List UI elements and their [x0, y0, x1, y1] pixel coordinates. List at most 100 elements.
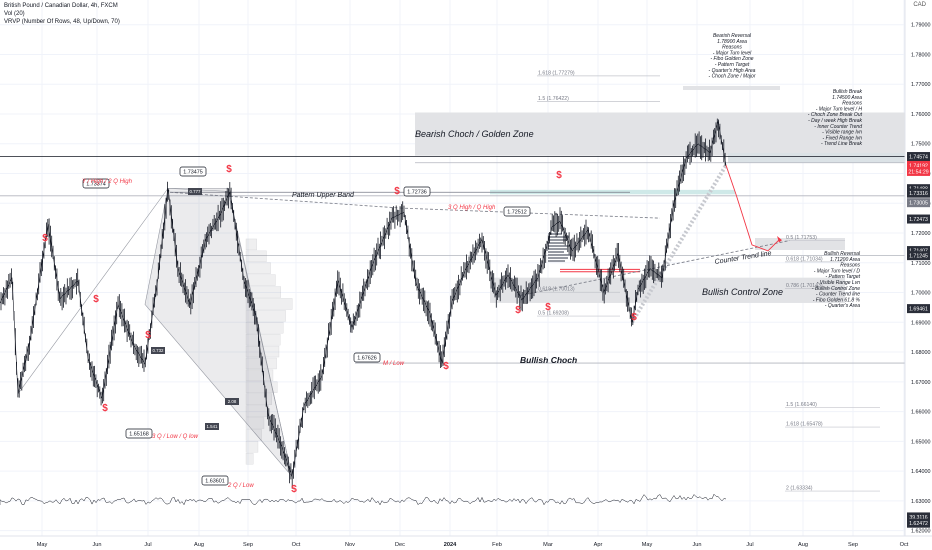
red-annotation: Y / High / 2 Q High	[82, 179, 133, 185]
volume-profile-bar	[245, 345, 280, 358]
price-axis-tick: 1.70000	[911, 291, 931, 297]
fib-level-label: 1.5 (1.66140)	[786, 402, 817, 408]
dollar-marker: $	[545, 302, 551, 313]
price-axis-tag-bg	[907, 198, 930, 208]
reason-text: 1.71200 Area	[830, 257, 860, 263]
dollar-marker: $	[515, 305, 521, 316]
volume-profile-bar	[245, 417, 265, 429]
projection-arrow	[777, 235, 782, 243]
price-axis-tick: 1.67000	[911, 380, 931, 386]
price-series	[0, 118, 726, 489]
price-label-frame	[201, 475, 229, 486]
price-axis-tag-text: 1.74574	[909, 155, 928, 161]
reason-text: - Pattern Target	[715, 62, 750, 68]
price-label-box: 1.73374	[82, 178, 110, 189]
time-axis-label: 2024	[444, 542, 457, 548]
volume-profile-bar	[245, 333, 281, 346]
price-axis-tag-bg	[907, 304, 930, 314]
volume-profile-bar	[245, 250, 267, 263]
price-axis-tick: 1.75000	[911, 142, 931, 148]
price-axis-tick: 1.64000	[911, 469, 931, 475]
red-annotation: 3 Q / Low / Q low	[152, 434, 199, 440]
reason-text: - Visible Range Lvn	[817, 280, 860, 286]
reason-text: - Pattern Target	[825, 274, 860, 280]
dollar-marker: $	[42, 233, 48, 244]
price-axis-tick: 1.71000	[911, 261, 931, 267]
break-box	[728, 153, 905, 163]
dollar-marker: $	[145, 330, 151, 341]
reason-text: 1.78900 Area	[717, 39, 747, 45]
reason-text: Bearish Reversal	[713, 33, 752, 39]
projection-path	[725, 165, 781, 252]
volume-profile-bar	[245, 381, 278, 393]
fib-level-label: 1.618 (1.65478)	[786, 422, 823, 428]
time-axis-label: Jun	[692, 542, 701, 548]
vrvp-indicator-label[interactable]: VRVP (Number Of Rows, 48, Up/Down, 70)	[4, 19, 120, 25]
reason-text: - Choch Zone / Major	[709, 74, 756, 80]
fib-level-label: 0.786 (1.70143)	[786, 283, 823, 289]
time-axis-label: Aug	[194, 542, 204, 548]
reason-text: - Day / week High Break	[808, 118, 862, 124]
dollar-marker: $	[631, 312, 637, 323]
price-axis-tag-text: 1.62472	[909, 521, 928, 527]
volume-profile-bar	[548, 239, 566, 242]
reason-text: 1.74500 Area	[832, 95, 862, 101]
time-axis-label: Sep	[848, 542, 858, 548]
reason-text: Reasons	[722, 45, 742, 51]
time-axis-label: Nov	[345, 542, 355, 548]
price-label-text: 1.73475	[183, 170, 203, 176]
price-label-text: 1.63601	[205, 479, 225, 485]
price-axis-tag-bg	[907, 512, 930, 522]
rising-channel	[630, 164, 728, 324]
volume-profile-bar	[548, 260, 565, 263]
ratio-badge-text: 0.777	[190, 189, 202, 194]
time-axis-label: Oct	[900, 542, 909, 548]
volume-series	[0, 493, 727, 506]
reversal-box	[683, 86, 780, 90]
price-label-box: 1.73475	[179, 166, 207, 177]
price-label-box: 1.63601	[201, 475, 229, 486]
volume-profile-bar	[245, 393, 272, 405]
ratio-badge-text: 2.08	[228, 399, 237, 404]
price-label-frame	[403, 186, 431, 197]
symbol-title: British Pound / Canadian Dollar, 4h, FXC…	[4, 3, 118, 9]
price-axis-tag: 1.62472	[907, 518, 930, 528]
pattern-upper-band	[169, 191, 401, 209]
price-axis-tag: 1.74574	[907, 152, 930, 162]
ratio-badge	[151, 347, 165, 354]
price-axis-tag-bg	[907, 152, 930, 162]
volume-profile-bar	[245, 262, 271, 274]
price-axis-tag: 1.69461	[907, 304, 930, 314]
price-label-frame	[353, 352, 381, 363]
price-axis-tick: 1.72000	[911, 231, 931, 237]
price-axis-tick: 1.68000	[911, 350, 931, 356]
red-annotation: 2 Q / Low	[227, 483, 254, 489]
price-axis-tag-bg	[907, 188, 930, 198]
price-axis-tag-text: 1.74192	[909, 163, 928, 169]
volume-indicator-label[interactable]: Vol (20)	[4, 11, 25, 17]
price-line	[0, 121, 727, 477]
volume-profile-bar	[548, 245, 570, 248]
reason-text: Reasons	[840, 263, 860, 269]
pattern-upper-band-label: Pattern Upper Band	[292, 192, 355, 199]
price-axis	[905, 0, 932, 550]
reason-text: Bullish Reversal	[824, 251, 861, 257]
reason-text: - Counter Trend line	[816, 292, 860, 298]
dollar-marker: $	[556, 170, 562, 181]
time-axis-label: Sep	[243, 542, 253, 548]
price-label-frame	[503, 206, 531, 217]
currency-label: CAD	[913, 2, 926, 8]
price-axis-tag-bg	[907, 518, 930, 528]
reason-text: - Trend Line Break	[821, 141, 863, 147]
volume-profile-bar	[245, 286, 281, 298]
reason-text: - Major Turn level / D	[814, 268, 861, 274]
volume-profile-bar	[245, 310, 286, 322]
time-axis-label: May	[37, 542, 48, 548]
volume-profile-bar	[245, 405, 269, 417]
price-label-text: 1.65168	[129, 432, 149, 438]
harmonic-pattern	[144, 188, 293, 477]
price-label-box: 1.72512	[503, 206, 531, 217]
volume-profile-bar	[245, 452, 254, 465]
reason-text: - Fibo Golden 61.8 %	[813, 297, 861, 303]
